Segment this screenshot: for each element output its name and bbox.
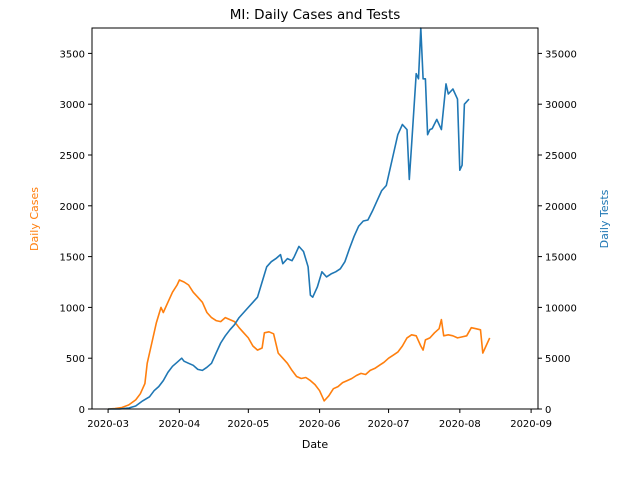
series-layer xyxy=(108,27,491,410)
x-tick-label: 2020-04 xyxy=(158,419,200,430)
left-y-tick-label: 2000 xyxy=(60,202,85,213)
left-y-tick-label: 3000 xyxy=(60,100,85,111)
left-y-tick-label: 0 xyxy=(79,405,85,416)
right-y-tick-label: 30000 xyxy=(545,100,577,111)
left-y-tick-label: 1000 xyxy=(60,303,85,314)
right-y-tick-label: 35000 xyxy=(545,49,577,60)
x-axis-title: Date xyxy=(302,438,329,451)
left-y-tick-label: 500 xyxy=(66,354,85,365)
x-tick-label: 2020-06 xyxy=(299,419,341,430)
x-tick-label: 2020-03 xyxy=(87,419,129,430)
left-y-tick-label: 2500 xyxy=(60,151,85,162)
right-y-tick-label: 5000 xyxy=(545,354,570,365)
right-y-tick-label: 10000 xyxy=(545,303,577,314)
axis-layer: 2020-03 2020-04 2020-05 2020-06 2020-07 2020-… xyxy=(60,49,577,430)
x-tick-label: 2020-08 xyxy=(439,419,481,430)
left-y-tick-label: 1500 xyxy=(60,253,85,264)
right-axis-title: Daily Tests xyxy=(598,189,611,248)
x-tick-label: 2020-09 xyxy=(510,419,552,430)
right-y-tick-label: 15000 xyxy=(545,253,577,264)
chart-title: MI: Daily Cases and Tests xyxy=(230,7,401,23)
plot-frame xyxy=(91,27,539,410)
left-axis-title: Daily Cases xyxy=(28,187,41,251)
left-y-tick-label: 3500 xyxy=(60,49,85,60)
right-y-tick-label: 20000 xyxy=(545,202,577,213)
series-line-cases xyxy=(108,279,491,410)
x-tick-label: 2020-07 xyxy=(368,419,410,430)
right-y-tick-label: 25000 xyxy=(545,151,577,162)
right-y-tick-label: 0 xyxy=(545,405,551,416)
series-line-tests xyxy=(108,27,470,410)
plot-area xyxy=(92,28,538,409)
x-tick-label: 2020-05 xyxy=(227,419,269,430)
